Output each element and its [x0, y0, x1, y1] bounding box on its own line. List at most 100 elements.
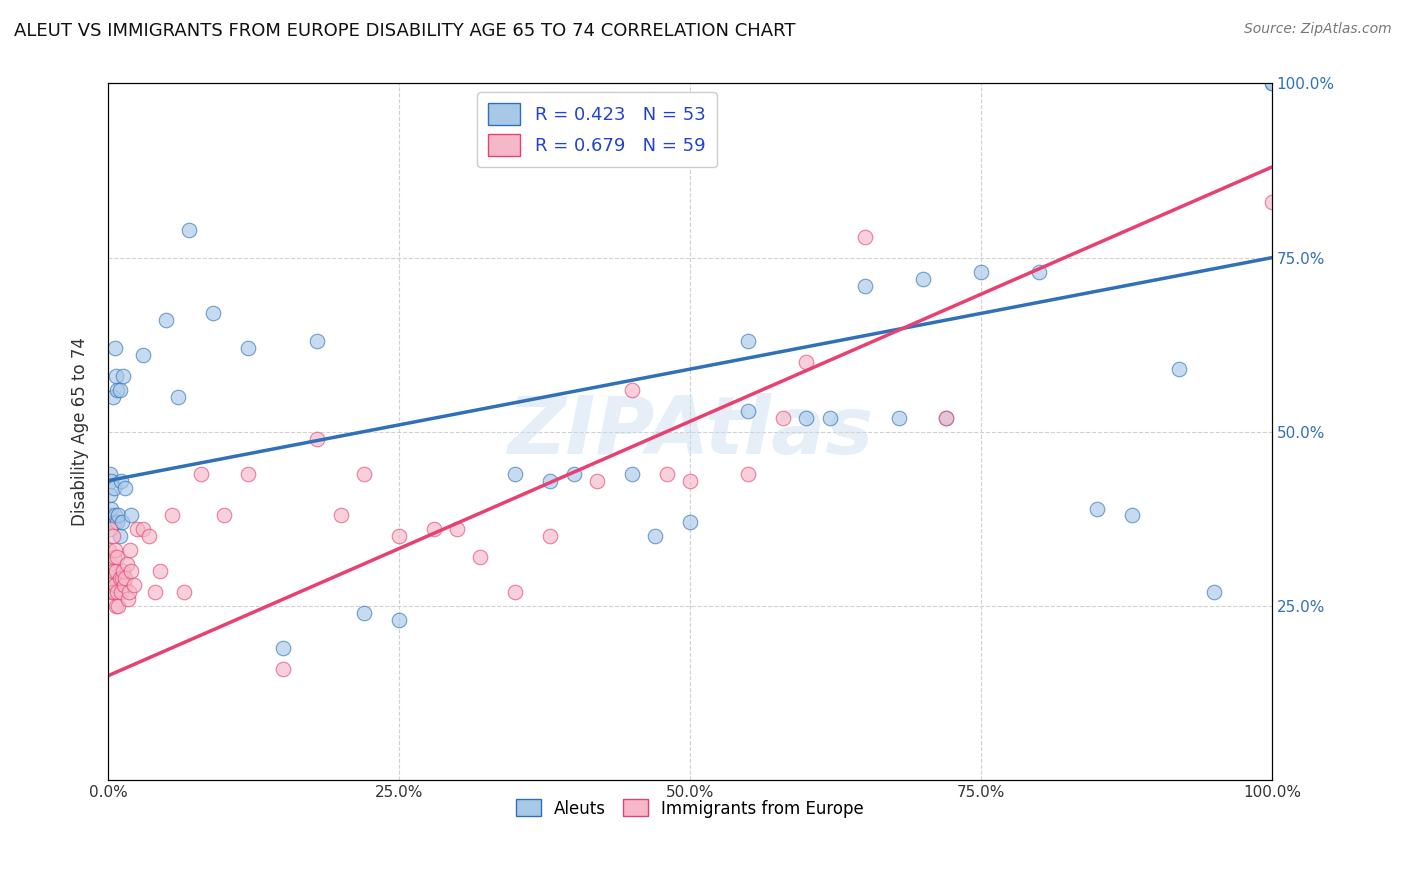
- Point: [160, 508, 183, 523]
- Y-axis label: Disability Age 65 to 74: Disability Age 65 to 74: [72, 337, 89, 526]
- Point: [138, 529, 160, 543]
- Point: [127, 523, 149, 537]
- Point: [388, 613, 411, 627]
- Point: [98, 487, 121, 501]
- Point: [353, 467, 375, 481]
- Point: [1167, 362, 1189, 376]
- Point: [935, 411, 957, 425]
- Point: [104, 508, 127, 523]
- Point: [108, 529, 131, 543]
- Text: ALEUT VS IMMIGRANTS FROM EUROPE DISABILITY AGE 65 TO 74 CORRELATION CHART: ALEUT VS IMMIGRANTS FROM EUROPE DISABILI…: [14, 22, 796, 40]
- Point: [143, 585, 166, 599]
- Text: Source: ZipAtlas.com: Source: ZipAtlas.com: [1244, 22, 1392, 37]
- Point: [104, 341, 127, 355]
- Point: [120, 564, 142, 578]
- Point: [1202, 585, 1225, 599]
- Point: [149, 564, 172, 578]
- Point: [307, 334, 329, 349]
- Point: [620, 383, 643, 397]
- Text: ZIPAtlas: ZIPAtlas: [506, 392, 873, 471]
- Point: [794, 355, 817, 369]
- Point: [853, 278, 876, 293]
- Point: [98, 578, 121, 592]
- Point: [889, 411, 911, 425]
- Point: [772, 411, 794, 425]
- Point: [112, 578, 135, 592]
- Point: [114, 481, 136, 495]
- Point: [505, 585, 527, 599]
- Point: [100, 585, 122, 599]
- Point: [98, 543, 121, 558]
- Point: [105, 369, 128, 384]
- Point: [100, 501, 122, 516]
- Point: [104, 543, 127, 558]
- Point: [679, 516, 702, 530]
- Point: [236, 341, 259, 355]
- Point: [1261, 77, 1284, 91]
- Point: [505, 467, 527, 481]
- Point: [105, 599, 128, 613]
- Point: [108, 383, 131, 397]
- Point: [201, 306, 224, 320]
- Point: [107, 599, 129, 613]
- Point: [114, 571, 136, 585]
- Point: [122, 578, 145, 592]
- Point: [190, 467, 212, 481]
- Point: [538, 529, 561, 543]
- Point: [655, 467, 678, 481]
- Point: [271, 662, 294, 676]
- Point: [1028, 264, 1050, 278]
- Point: [271, 640, 294, 655]
- Point: [737, 334, 759, 349]
- Point: [737, 404, 759, 418]
- Point: [98, 558, 121, 572]
- Point: [1261, 77, 1284, 91]
- Point: [100, 474, 122, 488]
- Point: [173, 585, 195, 599]
- Point: [103, 516, 125, 530]
- Point: [155, 313, 177, 327]
- Point: [112, 369, 135, 384]
- Point: [970, 264, 993, 278]
- Point: [794, 411, 817, 425]
- Point: [111, 571, 134, 585]
- Point: [105, 383, 128, 397]
- Point: [103, 550, 125, 565]
- Point: [103, 585, 125, 599]
- Point: [329, 508, 352, 523]
- Point: [100, 571, 122, 585]
- Point: [423, 523, 446, 537]
- Point: [112, 564, 135, 578]
- Point: [120, 543, 142, 558]
- Point: [179, 223, 201, 237]
- Point: [103, 481, 125, 495]
- Point: [214, 508, 236, 523]
- Point: [538, 474, 561, 488]
- Point: [818, 411, 841, 425]
- Point: [105, 564, 128, 578]
- Point: [105, 516, 128, 530]
- Point: [388, 529, 411, 543]
- Point: [853, 229, 876, 244]
- Point: [935, 411, 957, 425]
- Point: [1261, 194, 1284, 209]
- Point: [107, 508, 129, 523]
- Point: [117, 592, 139, 607]
- Point: [911, 271, 934, 285]
- Point: [101, 390, 124, 404]
- Point: [585, 474, 607, 488]
- Point: [105, 550, 128, 565]
- Point: [108, 571, 131, 585]
- Point: [737, 467, 759, 481]
- Point: [307, 432, 329, 446]
- Point: [110, 474, 132, 488]
- Point: [101, 529, 124, 543]
- Point: [98, 508, 121, 523]
- Point: [110, 585, 132, 599]
- Point: [98, 523, 121, 537]
- Point: [679, 474, 702, 488]
- Point: [105, 585, 128, 599]
- Point: [98, 467, 121, 481]
- Point: [470, 550, 492, 565]
- Point: [620, 467, 643, 481]
